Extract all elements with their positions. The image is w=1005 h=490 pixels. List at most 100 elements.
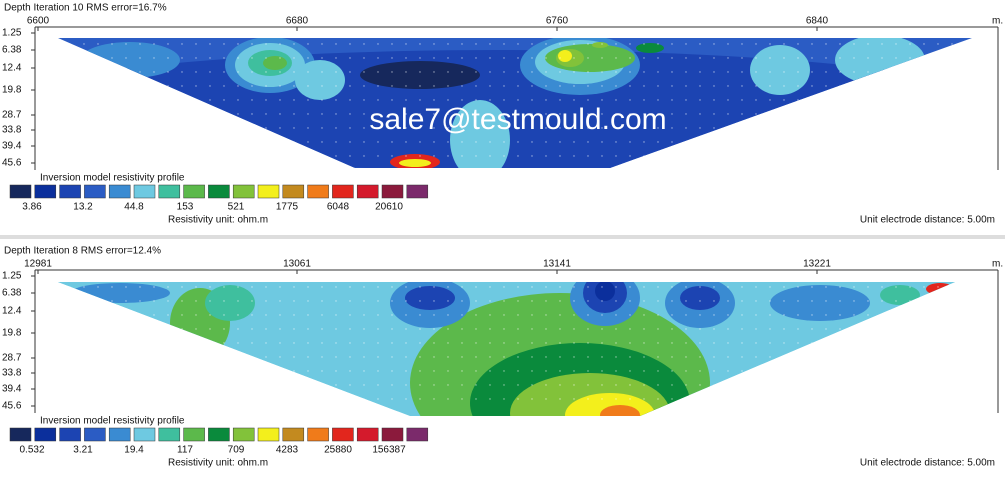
- legend-swatch: [158, 184, 181, 199]
- data-point: [853, 71, 855, 73]
- data-point: [699, 113, 701, 115]
- data-point: [125, 300, 127, 302]
- data-point: [181, 370, 183, 372]
- data-point: [895, 384, 897, 386]
- data-point: [475, 99, 477, 101]
- data-point: [377, 43, 379, 45]
- data-point: [391, 127, 393, 129]
- data-point: [167, 57, 169, 59]
- data-point: [195, 99, 197, 101]
- data-point: [251, 57, 253, 59]
- data-point: [377, 85, 379, 87]
- data-point: [923, 384, 925, 386]
- data-point: [559, 71, 561, 73]
- data-point: [405, 300, 407, 302]
- data-point: [433, 286, 435, 288]
- data-point: [909, 286, 911, 288]
- data-point: [951, 71, 953, 73]
- data-point: [125, 342, 127, 344]
- depth-label: 39.4: [2, 141, 22, 152]
- data-point: [447, 85, 449, 87]
- data-point: [727, 314, 729, 316]
- data-point: [727, 99, 729, 101]
- data-point: [69, 314, 71, 316]
- contour-zone: [558, 50, 572, 62]
- data-point: [657, 356, 659, 358]
- data-point: [433, 113, 435, 115]
- data-point: [517, 141, 519, 143]
- data-point: [741, 127, 743, 129]
- data-point: [195, 155, 197, 157]
- data-point: [713, 384, 715, 386]
- data-point: [713, 141, 715, 143]
- data-point: [237, 57, 239, 59]
- data-point: [629, 370, 631, 372]
- data-point: [111, 328, 113, 330]
- data-point: [181, 155, 183, 157]
- data-point: [545, 398, 547, 400]
- data-point: [461, 370, 463, 372]
- legend-swatch: [9, 427, 32, 442]
- data-point: [615, 384, 617, 386]
- data-point: [657, 71, 659, 73]
- data-point: [531, 384, 533, 386]
- data-point: [223, 99, 225, 101]
- data-point: [881, 328, 883, 330]
- data-point: [741, 141, 743, 143]
- data-point: [181, 286, 183, 288]
- data-point: [433, 155, 435, 157]
- data-point: [629, 328, 631, 330]
- data-point: [951, 141, 953, 143]
- data-point: [755, 43, 757, 45]
- data-point: [125, 370, 127, 372]
- data-point: [923, 370, 925, 372]
- data-point: [503, 356, 505, 358]
- data-point: [825, 370, 827, 372]
- data-point: [545, 43, 547, 45]
- data-point: [545, 342, 547, 344]
- x-label: 6840: [806, 16, 829, 27]
- data-point: [475, 127, 477, 129]
- data-point: [769, 398, 771, 400]
- data-point: [293, 43, 295, 45]
- data-point: [867, 155, 869, 157]
- data-point: [433, 43, 435, 45]
- data-point: [559, 57, 561, 59]
- data-point: [167, 356, 169, 358]
- data-point: [937, 113, 939, 115]
- data-point: [699, 300, 701, 302]
- data-point: [839, 314, 841, 316]
- data-point: [125, 155, 127, 157]
- data-point: [167, 43, 169, 45]
- data-point: [321, 141, 323, 143]
- data-point: [503, 113, 505, 115]
- data-point: [167, 328, 169, 330]
- data-point: [447, 57, 449, 59]
- data-point: [363, 314, 365, 316]
- x-label: 6760: [546, 16, 569, 27]
- data-point: [531, 43, 533, 45]
- legend-swatch: [208, 184, 230, 199]
- data-point: [447, 300, 449, 302]
- data-point: [489, 384, 491, 386]
- data-point: [307, 286, 309, 288]
- depth-label: 6.38: [2, 45, 22, 56]
- data-point: [167, 384, 169, 386]
- data-point: [587, 300, 589, 302]
- data-point: [811, 57, 813, 59]
- data-point: [461, 127, 463, 129]
- data-point: [881, 155, 883, 157]
- data-point: [699, 286, 701, 288]
- data-point: [895, 314, 897, 316]
- data-point: [867, 384, 869, 386]
- contour-zone: [405, 286, 455, 310]
- data-point: [937, 141, 939, 143]
- data-point: [601, 356, 603, 358]
- data-point: [419, 141, 421, 143]
- data-point: [391, 356, 393, 358]
- data-point: [769, 370, 771, 372]
- data-point: [153, 141, 155, 143]
- data-point: [461, 85, 463, 87]
- data-point: [139, 71, 141, 73]
- x-label: 13221: [803, 259, 831, 270]
